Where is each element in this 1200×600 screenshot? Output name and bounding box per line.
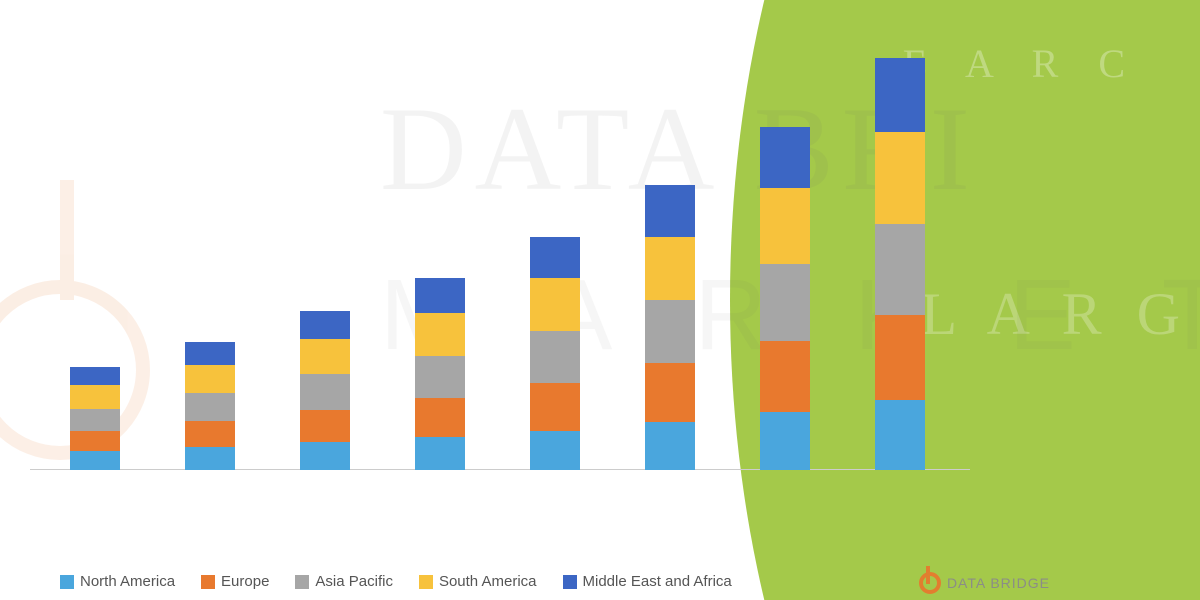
segment-eu xyxy=(645,363,695,422)
segment-sa xyxy=(760,188,810,264)
segment-na xyxy=(530,431,580,470)
bar-2 xyxy=(185,342,235,470)
legend-label-ap: Asia Pacific xyxy=(315,573,393,590)
segment-eu xyxy=(70,431,120,451)
legend-swatch-sa xyxy=(419,575,433,589)
segment-ap xyxy=(415,356,465,399)
segment-mea xyxy=(760,127,810,188)
bar-3 xyxy=(300,311,350,470)
legend-label-mea: Middle East and Africa xyxy=(583,573,732,590)
segment-eu xyxy=(875,315,925,401)
segment-mea xyxy=(530,237,580,279)
chart-baseline xyxy=(30,469,970,470)
chart-plot-area xyxy=(30,20,970,470)
segment-na xyxy=(875,400,925,470)
legend-swatch-na xyxy=(60,575,74,589)
segment-mea xyxy=(415,278,465,312)
bar-4 xyxy=(415,278,465,470)
bar-8 xyxy=(875,58,925,470)
segment-ap xyxy=(300,374,350,409)
segment-na xyxy=(645,422,695,470)
bar-1 xyxy=(70,367,120,470)
segment-na xyxy=(300,442,350,470)
segment-mea xyxy=(185,342,235,365)
segment-ap xyxy=(185,393,235,421)
legend-item-na: North America xyxy=(60,573,175,590)
brand-logo-icon xyxy=(919,572,941,594)
segment-eu xyxy=(300,410,350,443)
legend-item-mea: Middle East and Africa xyxy=(563,573,732,590)
segment-eu xyxy=(760,341,810,413)
segment-na xyxy=(70,451,120,470)
segment-mea xyxy=(875,58,925,132)
bar-5 xyxy=(530,237,580,470)
legend-label-eu: Europe xyxy=(221,573,269,590)
segment-sa xyxy=(300,339,350,374)
brand-logo-text: DATA BRIDGE xyxy=(947,575,1050,591)
segment-na xyxy=(415,437,465,470)
segment-eu xyxy=(185,421,235,447)
segment-sa xyxy=(645,237,695,300)
segment-ap xyxy=(530,331,580,383)
segment-ap xyxy=(70,409,120,431)
segment-ap xyxy=(760,264,810,340)
segment-sa xyxy=(530,278,580,330)
segment-sa xyxy=(70,385,120,408)
chart-legend: North America Europe Asia Pacific South Ame… xyxy=(60,573,860,590)
segment-sa xyxy=(415,313,465,356)
segment-na xyxy=(760,412,810,470)
stacked-bar-chart xyxy=(30,20,970,500)
legend-swatch-mea xyxy=(563,575,577,589)
legend-item-ap: Asia Pacific xyxy=(295,573,393,590)
segment-na xyxy=(185,447,235,470)
brand-logo-fragment: DATA BRIDGE xyxy=(919,572,1050,594)
segment-mea xyxy=(645,185,695,236)
legend-item-eu: Europe xyxy=(201,573,269,590)
segment-mea xyxy=(300,311,350,339)
segment-ap xyxy=(645,300,695,363)
legend-label-sa: South America xyxy=(439,573,537,590)
legend-swatch-ap xyxy=(295,575,309,589)
legend-swatch-eu xyxy=(201,575,215,589)
bar-7 xyxy=(760,127,810,470)
segment-eu xyxy=(415,398,465,437)
segment-mea xyxy=(70,367,120,386)
legend-label-na: North America xyxy=(80,573,175,590)
bar-6 xyxy=(645,185,695,470)
segment-sa xyxy=(875,132,925,223)
legend-item-sa: South America xyxy=(419,573,537,590)
segment-eu xyxy=(530,383,580,431)
segment-ap xyxy=(875,224,925,315)
segment-sa xyxy=(185,365,235,393)
